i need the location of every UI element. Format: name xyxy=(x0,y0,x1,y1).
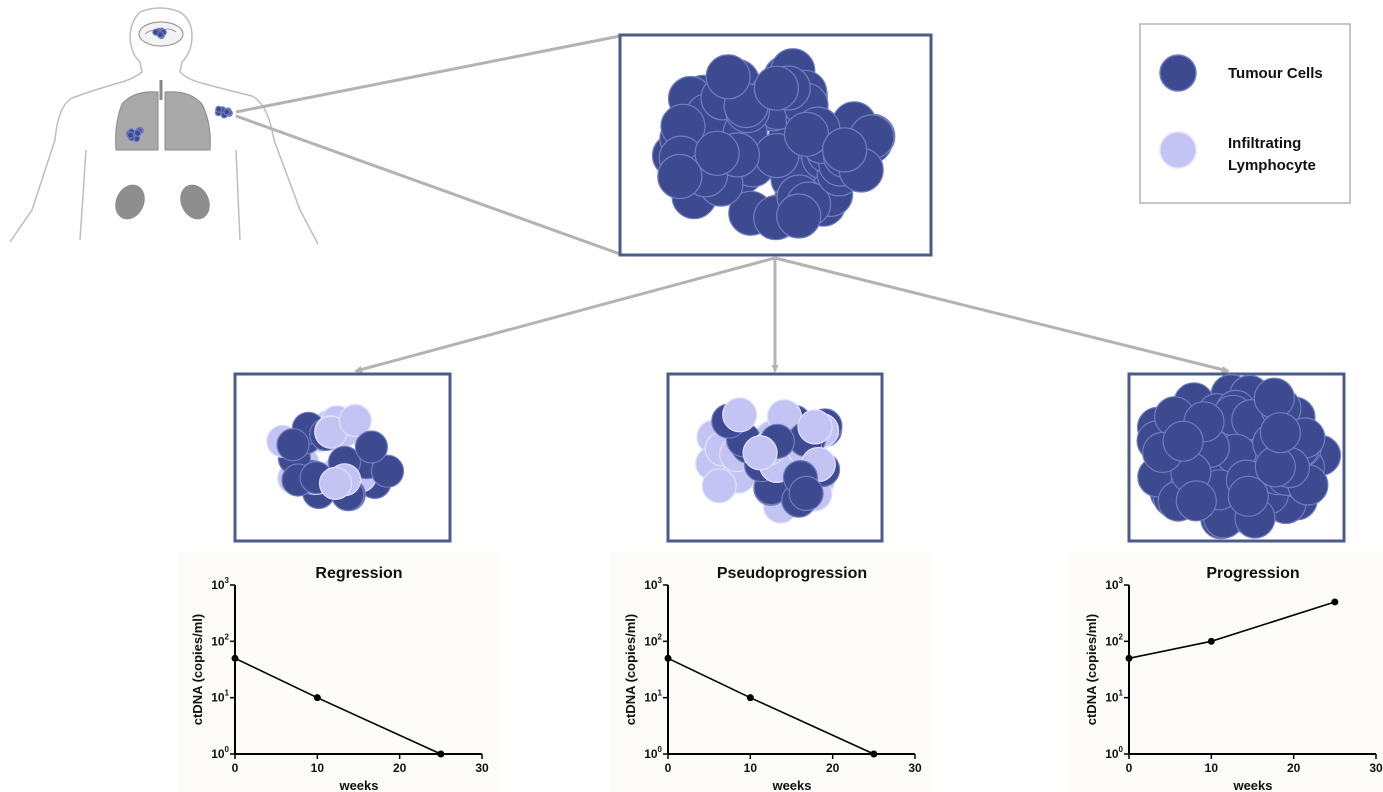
progression-chart: Progression 0 10 20 30 100 101 102 103 weeks ctDNA… xyxy=(1068,552,1383,792)
shoulder-metastasis-tumour-cell xyxy=(223,108,231,116)
y-tick-label: 100 xyxy=(644,745,662,761)
main-tumour-cell xyxy=(694,130,740,176)
zoom-line-bottom xyxy=(235,114,621,256)
x-tick-label: 20 xyxy=(826,761,840,775)
main-tumour-cluster xyxy=(651,48,896,241)
x-tick-label: 30 xyxy=(1369,761,1383,775)
zoom-line-top xyxy=(235,34,621,114)
x-tick-label: 30 xyxy=(908,761,922,775)
arrow-to-progression xyxy=(774,256,1230,373)
y-axis-label: ctDNA (copies/ml) xyxy=(190,614,205,725)
legend: Tumour Cells Infiltrating Lymphocyte xyxy=(1139,23,1351,204)
y-tick-label: 100 xyxy=(1105,745,1123,761)
y-tick-label: 103 xyxy=(1105,576,1123,592)
x-tick-label: 0 xyxy=(1126,761,1133,775)
legend-box xyxy=(1139,23,1351,204)
shoulder-metastasis-tumour-cell xyxy=(215,105,223,113)
progression-tumour-cell xyxy=(1259,412,1302,454)
regression-tumour-cluster xyxy=(266,403,405,512)
progression-tumour-cell xyxy=(1175,480,1217,522)
main-tumour-cell xyxy=(776,193,822,239)
data-point xyxy=(313,694,321,702)
right-arm-inner xyxy=(235,149,241,241)
data-point xyxy=(1125,654,1133,662)
kidneys-illustration xyxy=(115,184,210,220)
data-point xyxy=(1207,637,1215,645)
progression-tumour-cell xyxy=(1227,475,1269,517)
body-outline-right xyxy=(139,7,319,245)
chart-background xyxy=(610,552,932,792)
y-tick-label: 102 xyxy=(1105,632,1123,648)
metastasis-markers xyxy=(125,27,233,143)
x-tick-label: 10 xyxy=(744,761,758,775)
regression-tumour-cell xyxy=(276,428,310,462)
x-tick-label: 20 xyxy=(393,761,407,775)
data-point xyxy=(437,750,445,758)
main-tumour-cell xyxy=(753,65,800,111)
regression-chart: Regression 0 10 20 30 100 101 102 103 weeks ctDNA … xyxy=(178,552,500,792)
x-tick-label: 20 xyxy=(1287,761,1301,775)
y-tick-label: 102 xyxy=(211,632,229,648)
lymphocyte-swatch xyxy=(1159,131,1197,169)
main-tumour-cell xyxy=(705,54,751,100)
main-tumour-cell xyxy=(657,153,703,200)
chart-title: Progression xyxy=(1206,565,1299,582)
tumour-cell-swatch xyxy=(1159,54,1197,92)
pseudo-lymphocyte xyxy=(701,468,737,504)
y-tick-label: 102 xyxy=(644,632,662,648)
y-tick-label: 103 xyxy=(644,576,662,592)
data-point xyxy=(746,694,754,702)
body-outline-left xyxy=(9,11,143,243)
x-tick-label: 30 xyxy=(475,761,489,775)
data-point xyxy=(664,654,672,662)
pseudo-lymphocyte xyxy=(742,435,778,471)
arrow-to-regression xyxy=(354,256,776,373)
x-tick-label: 0 xyxy=(232,761,239,775)
regression-tumour-cell xyxy=(370,454,405,488)
data-point xyxy=(231,654,239,662)
lung-metastasis-tumour-cell xyxy=(126,131,135,140)
brain-metastasis-tumour-cell xyxy=(156,31,164,39)
pseudo-lymphocyte xyxy=(797,409,833,445)
progression-tumour-cluster xyxy=(1136,374,1342,540)
x-tick-label: 0 xyxy=(665,761,672,775)
main-tumour-cell xyxy=(822,127,868,173)
y-tick-label: 103 xyxy=(211,576,229,592)
regression-tumour-cell xyxy=(354,430,388,464)
left-arm-inner xyxy=(79,149,87,241)
y-tick-label: 101 xyxy=(644,689,662,705)
y-tick-label: 101 xyxy=(211,689,229,705)
y-axis-label: ctDNA (copies/ml) xyxy=(1084,614,1099,725)
pseudo-lymphocyte xyxy=(722,397,758,433)
lung-metastasis-tumour-cell xyxy=(133,129,142,137)
chart-background xyxy=(1068,552,1383,792)
pseudoprogression-chart: Pseudoprogression 0 10 20 30 100 101 102 103 week… xyxy=(610,552,932,792)
regression-lymphocyte xyxy=(338,403,372,438)
x-axis-label: weeks xyxy=(338,778,378,792)
x-tick-label: 10 xyxy=(311,761,325,775)
x-axis-label: weeks xyxy=(771,778,811,792)
data-point xyxy=(1331,598,1339,606)
pseudoprogression-tumour-cluster xyxy=(694,397,843,524)
legend-lymphocyte-label-line2: Lymphocyte xyxy=(1228,157,1316,174)
human-body-illustration xyxy=(9,7,319,245)
legend-lymphocyte-label-line1: Infiltrating xyxy=(1228,135,1301,152)
y-tick-label: 100 xyxy=(211,745,229,761)
y-axis-label: ctDNA (copies/ml) xyxy=(623,614,638,725)
x-tick-label: 10 xyxy=(1205,761,1219,775)
pseudo-tumour-cell xyxy=(788,475,824,511)
progression-tumour-cell xyxy=(1253,377,1295,419)
y-tick-label: 101 xyxy=(1105,689,1123,705)
main-tumour-cell xyxy=(783,111,830,157)
legend-tumour-label: Tumour Cells xyxy=(1228,65,1323,82)
lungs-illustration xyxy=(115,80,211,151)
regression-lymphocyte xyxy=(318,466,353,500)
x-axis-label: weeks xyxy=(1232,778,1272,792)
chart-title: Regression xyxy=(315,565,402,582)
progression-tumour-cell xyxy=(1162,420,1204,462)
chart-background xyxy=(178,552,500,792)
chart-title: Pseudoprogression xyxy=(717,565,867,582)
data-point xyxy=(870,750,878,758)
